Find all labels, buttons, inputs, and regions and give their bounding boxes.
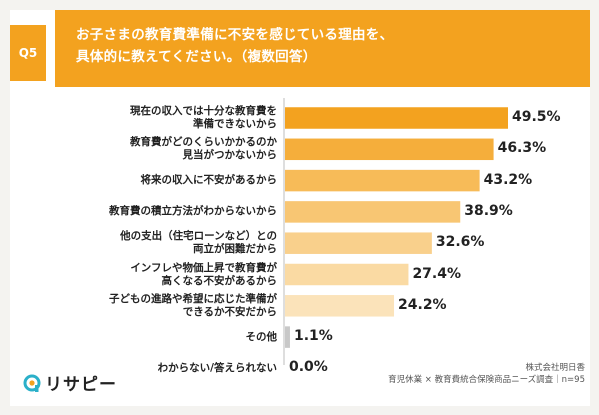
bar-7 (285, 295, 395, 317)
category-label-2-line-1: 教育費がどのくらいかかるのか (130, 136, 277, 149)
bar-1 (285, 107, 508, 129)
value-label-2: 46.3% (497, 140, 547, 157)
category-label-3-line-1: 将来の収入に不安があるから (140, 174, 278, 187)
question-number-badge: Q5 (10, 25, 46, 81)
category-label-9-line-1: わからない/答えられない (157, 361, 277, 374)
category-label-4-line-1: 教育費の積立方法がわからないから (109, 205, 277, 218)
category-label-6-line-2: 高くなる不安があるから (161, 274, 278, 287)
category-label-6: インフレや物価上昇で教育費が 高くなる不安があるから (27, 262, 277, 288)
category-label-1: 現在の収入では十分な教育費を 準備できないから (27, 105, 277, 131)
question-banner (55, 10, 590, 87)
category-label-8-line-1: その他 (245, 330, 278, 343)
question-line-2: 具体的に教えてください。（複数回答） (76, 49, 317, 65)
risapi-logo-text: リサピー (45, 375, 117, 395)
bar-2 (285, 138, 494, 161)
category-label-4: 教育費の積立方法がわからないから (27, 205, 277, 218)
bar-8 (285, 326, 290, 348)
category-label-5-line-1: 他の支出（住宅ローンなど）との (120, 230, 277, 243)
source-company: 株式会社明日香 (525, 363, 585, 373)
bar-6 (285, 263, 409, 286)
bar-5 (285, 232, 432, 254)
bar-4 (285, 201, 461, 223)
question-number: Q5 (18, 46, 38, 60)
value-label-5: 32.6% (435, 234, 485, 251)
value-label-3: 43.2% (483, 171, 533, 188)
value-label-6: 27.4% (412, 265, 462, 282)
category-label-7: 子どもの進路や希望に応じた準備が できるか不安だから (27, 293, 277, 319)
value-label-7: 24.2% (398, 296, 447, 313)
category-label-5-line-2: 両立が困難だから (193, 243, 277, 256)
category-label-9: わからない/答えられない (27, 362, 277, 375)
category-label-1-line-1: 現在の収入では十分な教育費を (130, 105, 277, 117)
category-label-8: その他 (27, 330, 278, 344)
category-label-7-line-2: できるか不安だから (182, 305, 277, 318)
category-label-1-line-2: 準備できないから (193, 118, 277, 130)
category-label-3: 将来の収入に不安があるから (27, 174, 278, 187)
risapi-logo-icon (23, 374, 41, 392)
risapi-logo: リサピー (22, 370, 117, 395)
source-survey: 育児休業 × 教育費統合保険商品ニーズ調査｜n=95 (388, 375, 585, 385)
category-label-2-line-2: 見当がつかないから (182, 149, 278, 162)
question-line-1: お子さまの教育費準備に不安を感じている理由を、 (76, 27, 394, 43)
category-label-2: 教育費がどのくらいかかるのか 見当がつかないから (27, 136, 277, 162)
value-label-1: 49.5% (512, 109, 561, 125)
source-note: 株式会社明日香 育児休業 × 教育費統合保険商品ニーズ調査｜n=95 (388, 362, 585, 386)
category-label-7-line-1: 子どもの進路や希望に応じた準備が (109, 292, 277, 305)
value-label-4: 38.9% (464, 202, 513, 219)
value-label-9: 0.0% (289, 359, 328, 376)
category-label-5: 他の支出（住宅ローンなど）との 両立が困難だから (27, 230, 277, 256)
category-label-6-line-1: インフレや物価上昇で教育費が (130, 261, 277, 274)
question-text: お子さまの教育費準備に不安を感じている理由を、 具体的に教えてください。（複数回… (76, 24, 576, 68)
value-label-8: 1.1% (293, 328, 333, 345)
bar-3 (285, 169, 480, 192)
